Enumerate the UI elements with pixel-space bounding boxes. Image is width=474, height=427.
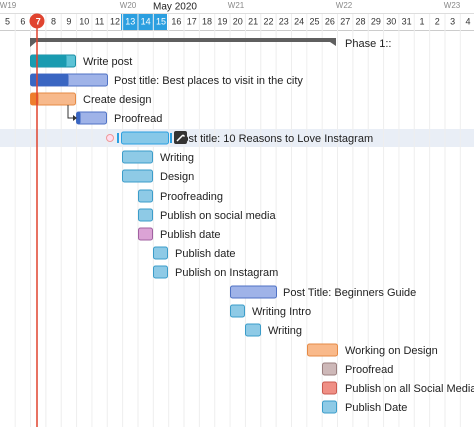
week-label: W20 [120, 1, 137, 10]
day-label: 7 [36, 16, 41, 26]
task-label[interactable]: Phase 1:: [345, 38, 391, 50]
task-progress [76, 112, 81, 124]
day-label: 14 [141, 16, 151, 26]
day-label: 31 [402, 16, 412, 26]
day-label: 8 [51, 16, 56, 26]
task-label[interactable]: Publish on Instagram [175, 267, 278, 279]
today-marker [29, 13, 45, 29]
task-progress [30, 55, 67, 67]
task-bar[interactable] [138, 189, 153, 203]
day-label: 20 [233, 16, 243, 26]
task-bar[interactable] [122, 169, 153, 183]
task-progress [30, 74, 69, 86]
day-label: 25 [309, 16, 319, 26]
task-label[interactable]: Post title: 10 Reasons to Love Instagram [175, 133, 373, 145]
task-bar[interactable] [122, 150, 153, 164]
day-label: 18 [202, 16, 212, 26]
day-label: 9 [66, 16, 71, 26]
task-label[interactable]: Writing [160, 152, 194, 164]
day-label: 3 [450, 16, 455, 26]
task-bar[interactable] [76, 111, 107, 125]
day-label: 15 [156, 16, 166, 26]
header-highlight [121, 14, 167, 30]
task-bar[interactable] [322, 362, 337, 376]
day-label: 12 [110, 16, 120, 26]
day-label: 21 [248, 16, 258, 26]
task-bar[interactable] [230, 285, 277, 299]
day-label: 19 [217, 16, 227, 26]
task-bar[interactable] [153, 265, 168, 279]
dependency-arrow [73, 115, 77, 121]
day-label: 11 [95, 16, 104, 26]
task-bar[interactable] [121, 131, 169, 145]
day-label: 5 [5, 16, 10, 26]
day-label: 26 [325, 16, 335, 26]
task-label[interactable]: Publish date [175, 248, 236, 260]
task-bar[interactable] [230, 304, 245, 318]
task-label[interactable]: Proofreading [160, 191, 223, 203]
day-label: 29 [371, 16, 381, 26]
month-label: May 2020 [153, 2, 197, 13]
task-label[interactable]: Publish on social media [160, 210, 276, 222]
phase-bar[interactable] [30, 38, 336, 47]
edit-glyph [176, 134, 186, 142]
week-label: W21 [228, 1, 245, 10]
day-label: 30 [386, 16, 396, 26]
task-bar[interactable] [322, 381, 337, 395]
task-label[interactable]: Proofread [345, 364, 393, 376]
day-label: 23 [279, 16, 289, 26]
week-label: W19 [0, 1, 17, 10]
task-label[interactable]: Proofread [114, 113, 162, 125]
link-handle [106, 134, 114, 142]
day-label: 13 [125, 16, 135, 26]
task-bar[interactable] [153, 246, 168, 260]
day-label: 28 [356, 16, 366, 26]
task-label[interactable]: Publish on all Social Media [345, 383, 474, 395]
day-label: 6 [20, 16, 25, 26]
day-label: 24 [294, 16, 304, 26]
week-label: W22 [336, 1, 353, 10]
task-label[interactable]: Publish date [160, 229, 221, 241]
task-bar[interactable] [138, 208, 153, 222]
day-label: 1 [419, 16, 424, 26]
day-label: 16 [171, 16, 181, 26]
task-label[interactable]: Publish Date [345, 402, 407, 414]
day-label: 17 [187, 16, 197, 26]
day-label: 22 [263, 16, 273, 26]
task-bar[interactable] [138, 227, 153, 241]
task-label[interactable]: Write post [83, 56, 132, 68]
day-label: 27 [340, 16, 350, 26]
day-label: 10 [79, 16, 89, 26]
task-label[interactable]: Create design [83, 94, 152, 106]
dependency-link [67, 105, 75, 119]
task-bar[interactable] [245, 323, 261, 337]
task-label[interactable]: Post title: Best places to visit in the … [114, 75, 303, 87]
task-label[interactable]: Working on Design [345, 345, 438, 357]
task-label[interactable]: Writing Intro [252, 306, 311, 318]
task-bar[interactable] [322, 400, 337, 414]
task-label[interactable]: Design [160, 171, 194, 183]
task-label[interactable]: Writing [268, 325, 302, 337]
day-label: 2 [435, 16, 440, 26]
day-label: 4 [465, 16, 470, 26]
task-label[interactable]: Post Title: Beginners Guide [283, 287, 416, 299]
week-label: W23 [444, 1, 461, 10]
task-bar[interactable] [307, 343, 338, 357]
